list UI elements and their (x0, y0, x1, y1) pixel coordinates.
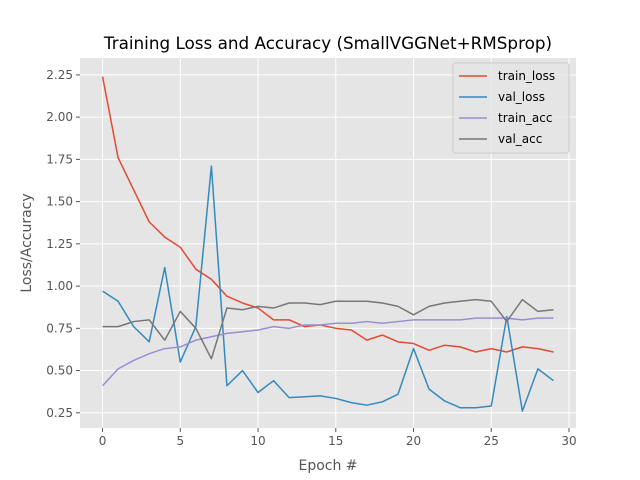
y-tick-label: 1.75 (46, 152, 73, 166)
series-lines (101, 76, 554, 412)
x-axis-ticks: 0 5 10 15 20 25 30 (99, 428, 577, 448)
legend-label-val-acc: val_acc (498, 132, 542, 146)
y-tick-label: 0.50 (46, 364, 73, 378)
legend-label-train-acc: train_acc (498, 111, 552, 125)
y-axis-ticks: 0.25 0.50 0.75 1.00 1.25 1.50 1.75 2.00 2.25 (46, 68, 80, 420)
x-tick-label: 20 (406, 434, 421, 448)
series-line-val-loss (102, 165, 554, 412)
series-line-train-acc (101, 317, 554, 387)
y-axis-label: Loss/Accuracy (19, 193, 35, 292)
series-line-val-acc (102, 298, 554, 360)
y-tick-label: 0.25 (46, 406, 73, 420)
grid (80, 58, 576, 428)
legend: train_loss val_loss train_acc val_acc (452, 62, 570, 154)
y-tick-label: 0.75 (46, 321, 73, 335)
legend-label-val-loss: val_loss (498, 90, 545, 104)
x-tick-label: 30 (561, 434, 576, 448)
y-tick-label: 1.50 (46, 195, 73, 209)
x-tick-label: 25 (484, 434, 499, 448)
series-line-train-loss (101, 76, 554, 353)
y-tick-label: 1.00 (46, 279, 73, 293)
x-tick-label: 10 (250, 434, 265, 448)
legend-box (452, 62, 570, 154)
x-tick-label: 0 (99, 434, 107, 448)
y-tick-label: 2.00 (46, 110, 73, 124)
x-axis-label: Epoch # (298, 458, 357, 474)
legend-label-train-loss: train_loss (498, 69, 555, 83)
y-tick-label: 1.25 (46, 237, 73, 251)
y-tick-label: 2.25 (46, 68, 73, 82)
x-tick-label: 15 (328, 434, 343, 448)
x-tick-label: 5 (176, 434, 184, 448)
chart-title: Training Loss and Accuracy (SmallVGGNet+… (103, 33, 552, 53)
